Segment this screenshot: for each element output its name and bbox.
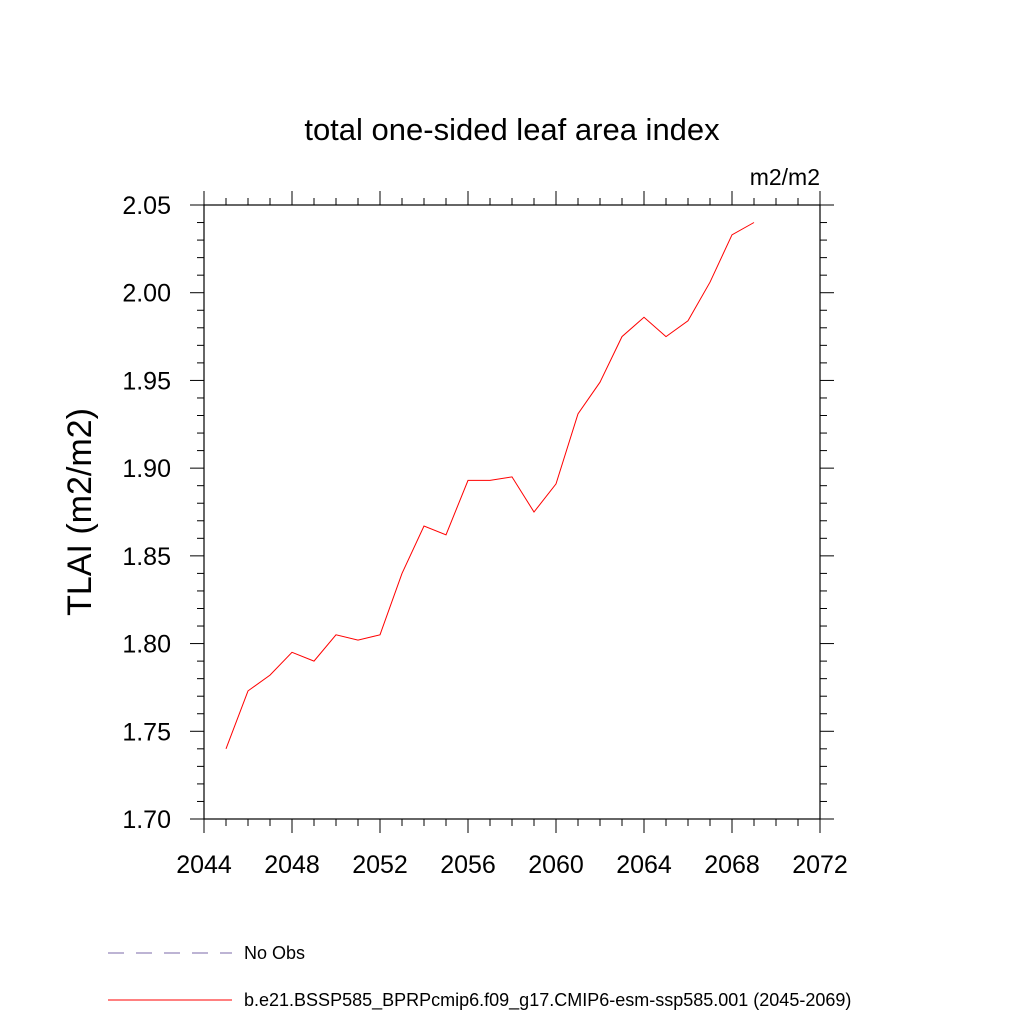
y-tick-label: 2.05 xyxy=(122,192,171,220)
x-tick-labels: 2044 2048 2052 2056 2060 2064 2068 2072 xyxy=(176,851,848,879)
x-tick-label: 2060 xyxy=(528,851,584,879)
tick-marks xyxy=(190,191,834,833)
legend: No Obs b.e21.BSSP585_BPRPcmip6.f09_g17.CM… xyxy=(108,943,851,1011)
units-label: m2/m2 xyxy=(750,164,820,190)
x-tick-label: 2056 xyxy=(440,851,496,879)
chart-title: total one-sided leaf area index xyxy=(304,112,720,147)
x-tick-label: 2052 xyxy=(352,851,408,879)
y-tick-label: 1.95 xyxy=(122,367,171,395)
y-tick-labels: 1.70 1.75 1.80 1.85 1.90 1.95 2.00 2.05 xyxy=(122,192,171,834)
x-tick-label: 2044 xyxy=(176,851,232,879)
legend-label: b.e21.BSSP585_BPRPcmip6.f09_g17.CMIP6-es… xyxy=(244,990,851,1011)
series-lines xyxy=(225,222,755,749)
x-tick-label: 2072 xyxy=(792,851,848,879)
x-tick-label: 2048 xyxy=(264,851,320,879)
y-tick-label: 1.80 xyxy=(122,631,171,659)
legend-label: No Obs xyxy=(244,943,305,963)
y-tick-label: 1.75 xyxy=(122,718,171,746)
y-tick-label: 1.85 xyxy=(122,543,171,571)
plot-frame xyxy=(203,204,821,820)
series-line xyxy=(225,222,755,749)
y-tick-label: 1.70 xyxy=(122,806,171,834)
x-tick-label: 2068 xyxy=(704,851,760,879)
y-tick-label: 2.00 xyxy=(122,280,171,308)
x-tick-label: 2064 xyxy=(616,851,672,879)
y-axis-label: TLAI (m2/m2) xyxy=(61,408,99,616)
y-tick-label: 1.90 xyxy=(122,455,171,483)
